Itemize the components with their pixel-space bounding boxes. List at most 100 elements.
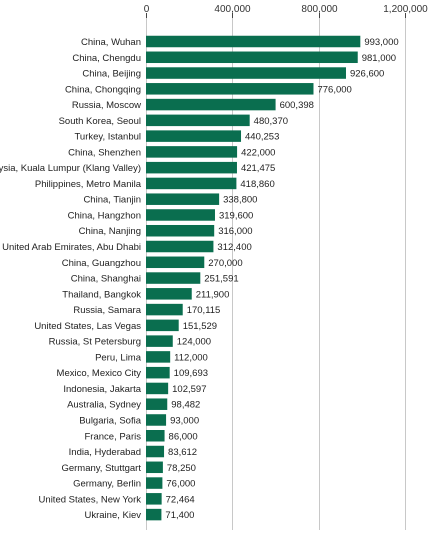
bar (146, 35, 361, 48)
value-label: 93,000 (170, 415, 199, 426)
bar (146, 161, 237, 174)
bar (146, 51, 358, 64)
value-label: 170,115 (187, 305, 221, 316)
bar (146, 508, 162, 521)
category-label: China, Chongqing (65, 84, 141, 95)
value-label: 312,400 (217, 242, 251, 253)
x-tick-label: 1,200,000 (383, 4, 428, 15)
bar (146, 130, 242, 142)
value-label: 124,000 (177, 337, 211, 348)
category-label: Russia, Samara (73, 305, 141, 316)
value-label: 72,464 (166, 494, 195, 505)
value-label: 98,482 (171, 400, 200, 411)
bar (146, 366, 170, 379)
category-label: Philippines, Metro Manila (35, 179, 142, 190)
bar (146, 398, 168, 410)
bar (146, 493, 162, 505)
category-label: China, Nanjing (79, 226, 141, 237)
value-label: 151,529 (183, 321, 217, 332)
bar (146, 193, 220, 205)
value-label: 926,600 (350, 69, 384, 80)
value-label: 480,370 (254, 116, 288, 127)
value-label: 251,591 (204, 274, 238, 285)
value-label: 83,612 (168, 447, 197, 458)
category-label: China, Wuhan (81, 37, 141, 48)
bar (146, 256, 205, 269)
value-label: 112,000 (174, 352, 208, 363)
value-label: 440,253 (245, 132, 279, 143)
value-label: 338,800 (223, 195, 257, 206)
category-label: Peru, Lima (95, 352, 142, 363)
bar (146, 177, 237, 190)
bar (146, 98, 276, 111)
bar (146, 67, 346, 79)
category-label: China, Shanghai (71, 274, 141, 285)
value-label: 316,000 (218, 226, 252, 237)
value-label: 86,000 (169, 431, 198, 442)
category-label: Thailand, Bangkok (62, 289, 141, 300)
category-label: Bulgaria, Sofia (79, 415, 142, 426)
bar (146, 351, 171, 363)
x-tick-label: 0 (144, 4, 150, 15)
bar (146, 430, 165, 442)
value-label: 270,000 (208, 258, 242, 269)
category-label: Malaysia, Kuala Lumpur (Klang Valley) (0, 163, 141, 174)
value-label: 102,597 (172, 384, 206, 395)
value-label: 600,398 (280, 100, 314, 111)
value-label: 422,000 (241, 147, 275, 158)
category-label: India, Hyderabad (69, 447, 141, 458)
category-label: China, Chengdu (72, 53, 141, 64)
value-label: 109,693 (174, 368, 208, 379)
bar (146, 303, 183, 316)
value-label: 319,600 (219, 210, 253, 221)
x-tick-label: 800,000 (301, 4, 338, 15)
bar (146, 146, 238, 158)
bar (146, 114, 250, 127)
bar (146, 461, 163, 474)
bar (146, 209, 215, 221)
category-label: France, Paris (85, 431, 142, 442)
x-axis: 0 400,000 800,000 1,200,000 (144, 4, 428, 18)
category-label: China, Shenzhen (68, 147, 141, 158)
category-label: Germany, Stuttgart (61, 463, 141, 474)
category-labels: China, Wuhan China, Chengdu China, Beijing… (0, 37, 142, 521)
value-label: 71,400 (165, 510, 194, 521)
category-label: Mexico, Mexico City (57, 368, 142, 379)
value-label: 993,000 (364, 37, 398, 48)
category-label: China, Tianjin (83, 195, 141, 206)
bar (146, 83, 314, 95)
x-tick-label: 400,000 (214, 4, 251, 15)
bar (146, 272, 201, 284)
category-label: Russia, Moscow (72, 100, 141, 111)
category-label: United Arab Emirates, Abu Dhabi (2, 242, 141, 253)
bar (146, 224, 215, 237)
bar (146, 335, 173, 347)
bar (146, 382, 169, 395)
category-label: Australia, Sydney (67, 400, 141, 411)
category-label: United States, Las Vegas (34, 321, 141, 332)
bar (146, 414, 167, 426)
category-label: Germany, Berlin (73, 479, 141, 490)
bar (146, 240, 214, 253)
category-label: China, Guangzhou (62, 258, 141, 269)
category-label: China, Hangzhon (68, 210, 141, 221)
category-label: Ukraine, Kiev (85, 510, 142, 521)
category-label: Russia, St Petersburg (49, 337, 141, 348)
value-label: 418,860 (240, 179, 274, 190)
value-label: 76,000 (166, 479, 195, 490)
category-label: South Korea, Seoul (59, 116, 141, 127)
value-label: 421,475 (241, 163, 275, 174)
value-label: 211,900 (196, 289, 230, 300)
value-label: 78,250 (167, 463, 196, 474)
value-label: 981,000 (362, 53, 396, 64)
category-label: United States, New York (39, 494, 142, 505)
category-label: Turkey, Istanbul (74, 132, 141, 143)
bar (146, 288, 192, 300)
bar (146, 445, 165, 458)
bar (146, 477, 163, 489)
value-label: 776,000 (317, 84, 351, 95)
bar (146, 319, 179, 332)
category-label: China, Beijing (82, 69, 141, 80)
